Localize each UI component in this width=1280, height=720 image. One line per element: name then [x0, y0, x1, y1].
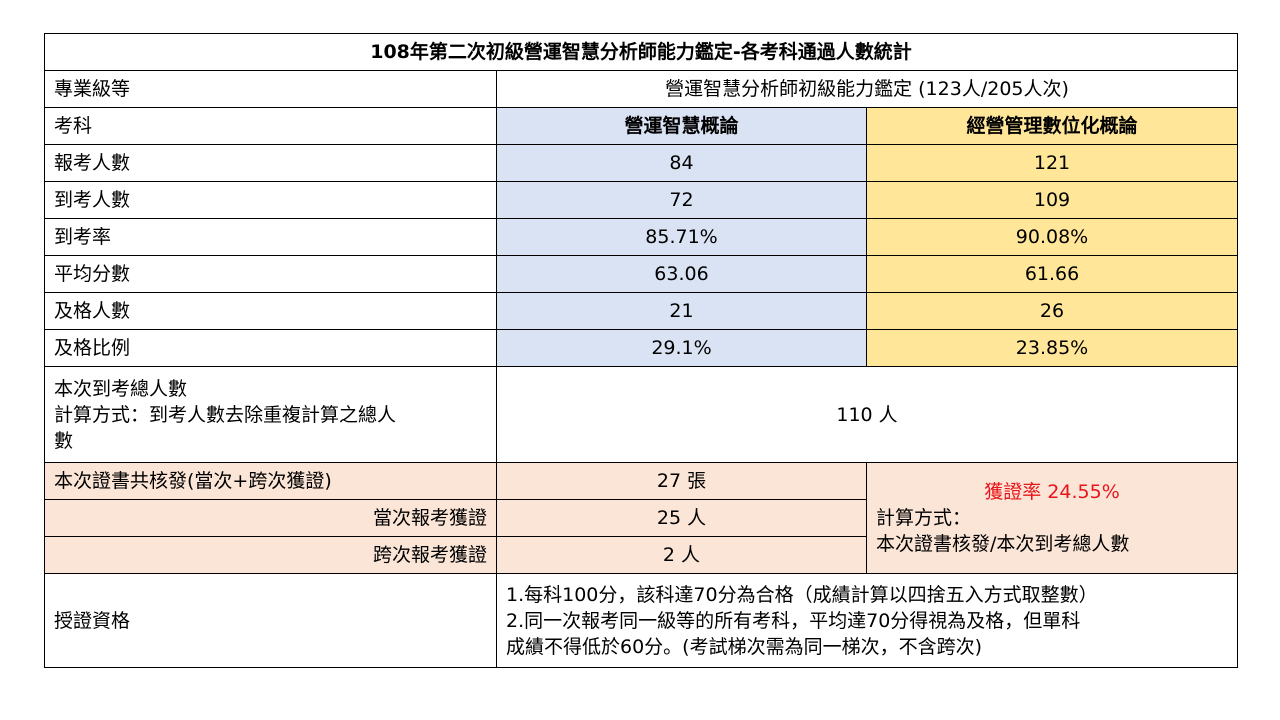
exam-statistics-table: 108年第二次初級營運智慧分析師能力鑑定-各考科通過人數統計 專業級等 營運智慧… — [43, 33, 1239, 668]
subject-2-value: 26 — [865, 292, 1239, 330]
table-row: 及格人數 21 26 — [44, 292, 1239, 330]
subject-1-value: 21 — [496, 292, 867, 330]
table-row: 到考人數 72 109 — [44, 181, 1239, 219]
level-row: 專業級等 營運智慧分析師初級能力鑑定 (123人/205人次) — [44, 70, 1239, 108]
subject-row: 考科 營運智慧概論 經營管理數位化概論 — [44, 107, 1239, 145]
subject-2-value: 61.66 — [865, 255, 1239, 293]
certificate-rate-cell: 獲證率 24.55% 計算方式： 本次證書核發/本次到考總人數 — [865, 462, 1239, 574]
level-value: 營運智慧分析師初級能力鑑定 (123人/205人次) — [495, 70, 1239, 108]
total-label-line: 本次到考總人數 — [54, 377, 188, 400]
subject-1-value: 63.06 — [496, 255, 867, 293]
certificate-total-row: 本次證書共核發(當次+跨次獲證) 27 張 獲證率 24.55% 計算方式： 本… — [44, 462, 1239, 574]
certificate-method-formula: 本次證書核發/本次到考總人數 — [876, 533, 1130, 555]
subject-1-value: 29.1% — [496, 329, 867, 367]
table-row: 到考率 85.71% 90.08% — [44, 218, 1239, 256]
certificate-total-value: 27 張 — [496, 462, 867, 500]
subject-2-value: 109 — [865, 181, 1239, 219]
qualification-line: 1.每科100分，該科達70分為合格（成績計算以四捨五入方式取整數） — [506, 583, 1098, 606]
row-label: 及格比例 — [44, 329, 497, 367]
title-row: 108年第二次初級營運智慧分析師能力鑑定-各考科通過人數統計 — [43, 33, 1239, 71]
level-label: 專業級等 — [44, 70, 497, 108]
certificate-cross-label: 跨次報考獲證 — [44, 536, 497, 574]
total-attendance-value: 110 人 — [495, 366, 1239, 463]
total-attendance-row: 本次到考總人數 計算方式：到考人數去除重複計算之總人 數 110 人 — [44, 366, 1239, 463]
row-label: 到考人數 — [44, 181, 497, 219]
subject-2-value: 23.85% — [865, 329, 1239, 367]
qualification-line: 2.同一次報考同一級等的所有考科，平均達70分得視為及格，但單科 — [506, 609, 1081, 632]
certificate-cross-value: 2 人 — [496, 536, 867, 574]
certificate-same-row: 當次報考獲證 25 人 — [44, 499, 1238, 537]
row-label: 報考人數 — [44, 144, 497, 182]
certificate-same-label: 當次報考獲證 — [44, 499, 497, 537]
certificate-method-label: 計算方式： — [876, 507, 972, 529]
subject-1-value: 72 — [496, 181, 867, 219]
qualification-line: 成績不得低於60分。(考試梯次需為同一梯次，不含跨次) — [506, 635, 983, 658]
subject-label: 考科 — [44, 107, 497, 145]
qualification-text: 1.每科100分，該科達70分為合格（成績計算以四捨五入方式取整數） 2.同一次… — [495, 573, 1239, 668]
table-row: 報考人數 84 121 — [44, 144, 1239, 182]
certificate-rate: 獲證率 24.55% — [984, 481, 1120, 503]
table-row: 平均分數 63.06 61.66 — [44, 255, 1239, 293]
table-row: 及格比例 29.1% 23.85% — [44, 329, 1239, 367]
row-label: 及格人數 — [44, 292, 497, 330]
subject-1-value: 85.71% — [496, 218, 867, 256]
total-attendance-label: 本次到考總人數 計算方式：到考人數去除重複計算之總人 數 — [44, 366, 497, 463]
row-label: 平均分數 — [44, 255, 497, 293]
subject-2-value: 121 — [865, 144, 1239, 182]
qualification-row: 授證資格 1.每科100分，該科達70分為合格（成績計算以四捨五入方式取整數） … — [44, 573, 1239, 668]
certificate-same-value: 25 人 — [496, 499, 867, 537]
row-label: 到考率 — [44, 218, 497, 256]
table-title: 108年第二次初級營運智慧分析師能力鑑定-各考科通過人數統計 — [43, 33, 1239, 71]
total-method-line: 數 — [54, 429, 74, 452]
subject-1-value: 84 — [496, 144, 867, 182]
subject-2-value: 90.08% — [865, 218, 1239, 256]
subject-1-header: 營運智慧概論 — [496, 107, 867, 145]
qualification-label: 授證資格 — [44, 573, 497, 668]
certificate-total-label: 本次證書共核發(當次+跨次獲證) — [44, 462, 497, 500]
total-method-line: 計算方式：到考人數去除重複計算之總人 — [54, 403, 397, 426]
subject-2-header: 經營管理數位化概論 — [865, 107, 1239, 145]
